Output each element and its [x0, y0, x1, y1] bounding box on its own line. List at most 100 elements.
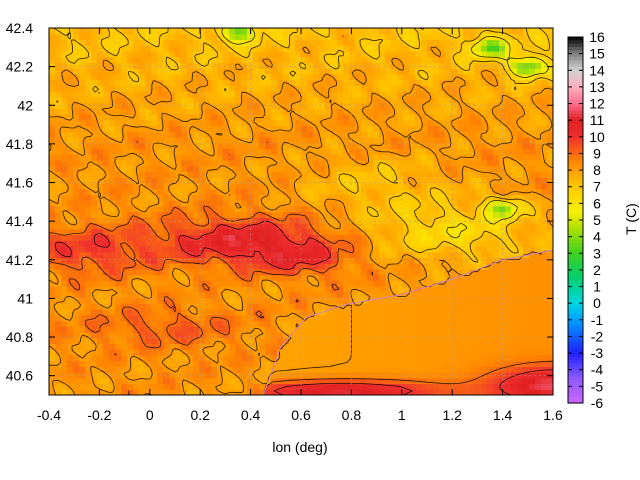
heatmap-cell: [283, 165, 290, 172]
heatmap-cell: [211, 251, 218, 258]
heatmap-cell: [115, 320, 122, 327]
heatmap-cell: [217, 50, 224, 58]
heatmap-cell: [421, 165, 428, 172]
heatmap-cell: [415, 228, 422, 236]
heatmap-cell: [397, 303, 404, 310]
heatmap-cell: [235, 280, 242, 287]
heatmap-cell: [235, 372, 242, 379]
heatmap-cell: [385, 79, 392, 86]
heatmap-cell: [247, 102, 254, 109]
heatmap-cell: [409, 148, 416, 155]
heatmap-cell: [151, 211, 158, 218]
heatmap-cell: [175, 171, 182, 178]
heatmap-cell: [343, 154, 350, 161]
heatmap-cell: [121, 268, 128, 276]
heatmap-cell: [343, 280, 350, 287]
heatmap-cell: [151, 320, 158, 327]
heatmap-cell: [241, 308, 248, 316]
heatmap-cell: [79, 337, 86, 344]
heatmap-cell: [487, 286, 494, 293]
heatmap-cell: [103, 50, 110, 58]
heatmap-cell: [169, 274, 176, 281]
heatmap-cell: [133, 389, 140, 395]
heatmap-cell: [427, 354, 434, 362]
heatmap-cell: [253, 234, 260, 241]
heatmap-cell: [229, 165, 236, 172]
heatmap-cell: [403, 194, 410, 201]
heatmap-cell: [367, 303, 374, 310]
heatmap-cell: [61, 320, 68, 327]
heatmap-cell: [499, 331, 506, 339]
heatmap-cell: [319, 119, 326, 127]
heatmap-cell: [547, 114, 553, 121]
heatmap-cell: [463, 73, 470, 81]
heatmap-cell: [391, 205, 398, 213]
heatmap-cell: [223, 383, 230, 390]
heatmap-cell: [301, 154, 308, 161]
heatmap-cell: [223, 297, 230, 304]
heatmap-cell: [85, 188, 92, 195]
heatmap-cell: [295, 320, 302, 327]
heatmap-cell: [115, 108, 122, 115]
heatmap-cell: [199, 125, 206, 132]
heatmap-cell: [475, 286, 482, 293]
heatmap-cell: [235, 314, 242, 322]
heatmap-cell: [445, 125, 452, 132]
heatmap-cell: [259, 108, 266, 115]
heatmap-cell: [187, 343, 194, 350]
heatmap-cell: [55, 251, 62, 258]
heatmap-cell: [337, 114, 344, 121]
heatmap-cell: [205, 372, 212, 379]
heatmap-cell: [535, 114, 542, 121]
heatmap-cell: [223, 257, 230, 264]
heatmap-cell: [277, 211, 284, 218]
heatmap-cell: [73, 211, 80, 218]
heatmap-cell: [457, 182, 464, 190]
heatmap-cell: [163, 228, 170, 236]
heatmap-cell: [139, 234, 146, 241]
heatmap-cell: [439, 228, 446, 236]
heatmap-cell: [241, 240, 248, 247]
heatmap-cell: [133, 142, 140, 150]
heatmap-cell: [109, 154, 116, 161]
heatmap-cell: [385, 326, 392, 333]
heatmap-cell: [199, 205, 206, 213]
heatmap-cell: [505, 182, 512, 190]
heatmap-cell: [379, 274, 386, 281]
heatmap-cell: [547, 68, 553, 75]
heatmap-cell: [499, 114, 506, 121]
heatmap-cell: [487, 102, 494, 109]
heatmap-cell: [481, 360, 488, 367]
heatmap-cell: [199, 234, 206, 241]
heatmap-cell: [529, 56, 536, 63]
heatmap-cell: [337, 234, 344, 241]
heatmap-cell: [271, 222, 278, 230]
heatmap-cell: [121, 349, 128, 356]
heatmap-cell: [97, 114, 104, 121]
heatmap-cell: [403, 320, 410, 327]
heatmap-cell: [85, 85, 92, 92]
heatmap-cell: [109, 217, 116, 224]
heatmap-cell: [475, 320, 482, 327]
heatmap-cell: [385, 159, 392, 167]
heatmap-cell: [385, 188, 392, 195]
heatmap-cell: [433, 125, 440, 132]
heatmap-cell: [97, 349, 104, 356]
heatmap-cell: [289, 131, 296, 138]
heatmap-cell: [175, 102, 182, 109]
heatmap-cell: [133, 360, 140, 367]
heatmap-cell: [193, 303, 200, 310]
heatmap-cell: [355, 377, 362, 385]
heatmap-cell: [235, 257, 242, 264]
heatmap-cell: [343, 165, 350, 172]
heatmap-cell: [67, 79, 74, 86]
heatmap-cell: [199, 257, 206, 264]
heatmap-cell: [517, 303, 524, 310]
heatmap-cell: [139, 303, 146, 310]
heatmap-cell: [529, 131, 536, 138]
heatmap-cell: [163, 320, 170, 327]
heatmap-cell: [79, 91, 86, 98]
heatmap-cell: [223, 377, 230, 385]
heatmap-cell: [145, 251, 152, 258]
heatmap-cell: [229, 383, 236, 390]
